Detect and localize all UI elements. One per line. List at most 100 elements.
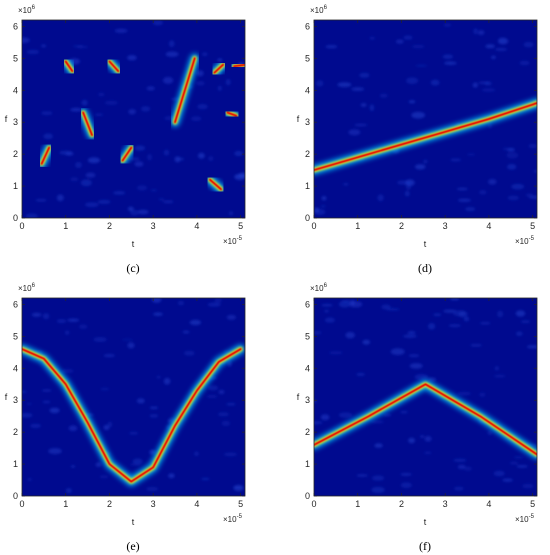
speckle xyxy=(56,319,67,324)
speckle xyxy=(85,202,99,208)
y-tick-label: 3 xyxy=(305,117,310,127)
speckle xyxy=(400,410,408,414)
speckle xyxy=(41,44,47,48)
ridge xyxy=(82,111,93,136)
speckle xyxy=(42,400,51,404)
y-tick-label: 5 xyxy=(13,331,18,341)
speckle xyxy=(221,420,231,426)
x-tick-label: 1 xyxy=(63,221,68,231)
speckle xyxy=(337,82,352,88)
speckle xyxy=(348,301,363,308)
speckle xyxy=(184,350,195,356)
x-tick-label: 0 xyxy=(19,221,24,231)
speckle xyxy=(95,462,102,468)
speckle xyxy=(321,195,327,201)
speckle xyxy=(403,35,413,40)
panel-label: (f) xyxy=(419,539,431,553)
speckle xyxy=(453,458,467,462)
speckle xyxy=(127,342,135,349)
speckle xyxy=(520,320,531,323)
speckle xyxy=(314,330,322,335)
ridge xyxy=(233,63,245,68)
speckle xyxy=(228,211,234,216)
speckle xyxy=(493,470,505,477)
x-tick-label: 4 xyxy=(486,499,491,509)
x-exponent-label: ×10-5 xyxy=(515,236,535,246)
speckle xyxy=(423,159,428,164)
speckle xyxy=(414,164,426,170)
speckle xyxy=(98,92,105,97)
speckle xyxy=(153,312,163,316)
speckle xyxy=(409,363,423,369)
speckle xyxy=(325,45,338,49)
speckle xyxy=(147,153,152,161)
speckle xyxy=(314,209,326,215)
speckle xyxy=(414,374,429,380)
speckle xyxy=(75,162,82,168)
x-tick-label: 3 xyxy=(443,499,448,509)
speckle xyxy=(25,213,38,218)
ridge xyxy=(40,146,51,165)
ridge xyxy=(22,348,242,483)
speckle xyxy=(515,310,526,317)
speckle xyxy=(22,412,33,418)
speckle xyxy=(121,338,134,341)
x-axis-label: t xyxy=(132,239,135,249)
speckle xyxy=(201,477,210,481)
speckle xyxy=(343,183,349,186)
speckle xyxy=(49,407,60,414)
speckle xyxy=(430,79,440,86)
speckle xyxy=(168,473,175,479)
x-exponent-label: ×10-5 xyxy=(223,514,243,524)
axes-layer: 0 1 2 3 4 5 0 1 2 3 4 5 6 xyxy=(13,19,246,231)
speckle xyxy=(479,322,491,325)
panel-label: (e) xyxy=(126,539,139,553)
speckle xyxy=(206,394,218,399)
x-exponent-label: ×10-5 xyxy=(223,236,243,246)
speckle xyxy=(528,143,537,149)
axes-layer: 0 1 2 3 4 5 0 1 2 3 4 5 6 xyxy=(305,297,538,509)
x-tick-label: 2 xyxy=(107,499,112,509)
speckle xyxy=(218,389,225,395)
speckle xyxy=(507,148,515,152)
speckle xyxy=(137,209,149,215)
speckle xyxy=(149,414,159,418)
speckle xyxy=(151,298,162,303)
x-tick-label: 0 xyxy=(19,499,24,509)
speckle xyxy=(464,466,472,471)
speckle xyxy=(404,190,410,197)
panel-c: 0 1 2 3 4 5 0 1 2 3 4 5 6 ×106 ×10-5 t f (c) xyxy=(5,5,246,275)
speckle xyxy=(26,49,40,55)
x-tick-label: 5 xyxy=(238,499,243,509)
ridge-layer xyxy=(22,344,245,487)
x-exponent-label: ×10-5 xyxy=(515,514,535,524)
speckle xyxy=(488,122,492,129)
speckle xyxy=(463,316,470,322)
speckle xyxy=(196,81,205,86)
speckle xyxy=(134,145,146,151)
y-axis-label: f xyxy=(297,114,300,124)
speckle xyxy=(372,475,385,481)
speckle xyxy=(67,318,80,322)
ridge xyxy=(174,57,196,124)
x-tick-label: 5 xyxy=(238,221,243,231)
speckle xyxy=(207,385,219,391)
axes-layer: 0 1 2 3 4 5 0 1 2 3 4 5 6 xyxy=(13,297,246,509)
speckle xyxy=(403,334,417,338)
speckle xyxy=(136,398,145,404)
speckle xyxy=(533,169,537,173)
speckle xyxy=(444,61,457,65)
speckle xyxy=(362,339,371,345)
speckle xyxy=(48,448,62,455)
speckle xyxy=(442,54,454,59)
speckle xyxy=(522,483,534,489)
axes-frame xyxy=(313,19,538,219)
speckle xyxy=(443,309,457,313)
speckle xyxy=(80,179,92,187)
speckle xyxy=(516,465,528,468)
speckle xyxy=(324,317,335,323)
speckle xyxy=(165,51,179,57)
y-tick-label: 4 xyxy=(305,363,310,373)
speckle xyxy=(314,399,317,403)
speckle xyxy=(189,319,202,326)
